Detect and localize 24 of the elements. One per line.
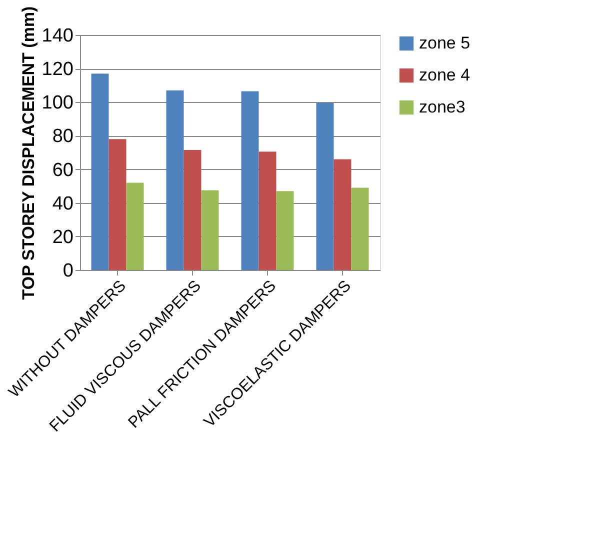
legend-label: zone3	[419, 98, 466, 116]
bar	[276, 191, 294, 270]
y-tick-label: 0	[62, 260, 74, 282]
bar	[91, 74, 109, 270]
bar	[108, 139, 126, 270]
y-tick-label: 80	[52, 126, 74, 148]
bar	[258, 152, 276, 270]
bar	[316, 102, 334, 270]
legend-label: zone 5	[419, 34, 470, 52]
bar	[351, 188, 369, 270]
bar	[184, 150, 202, 270]
y-tick-label: 120	[42, 59, 74, 80]
y-tick-label: 60	[52, 160, 74, 181]
bar	[334, 159, 352, 270]
bar	[241, 91, 259, 270]
y-tick-label: 40	[52, 193, 74, 214]
y-tick-label: 100	[42, 92, 74, 114]
y-tick-label: 20	[52, 226, 74, 248]
y-tick-label: 140	[42, 26, 74, 46]
legend-label: zone 4	[419, 66, 470, 84]
bar	[201, 190, 219, 270]
bar	[126, 182, 144, 270]
bar	[166, 90, 184, 270]
y-axis-title: TOP STOREY DISPLACEMENT (mm)	[18, 6, 38, 300]
